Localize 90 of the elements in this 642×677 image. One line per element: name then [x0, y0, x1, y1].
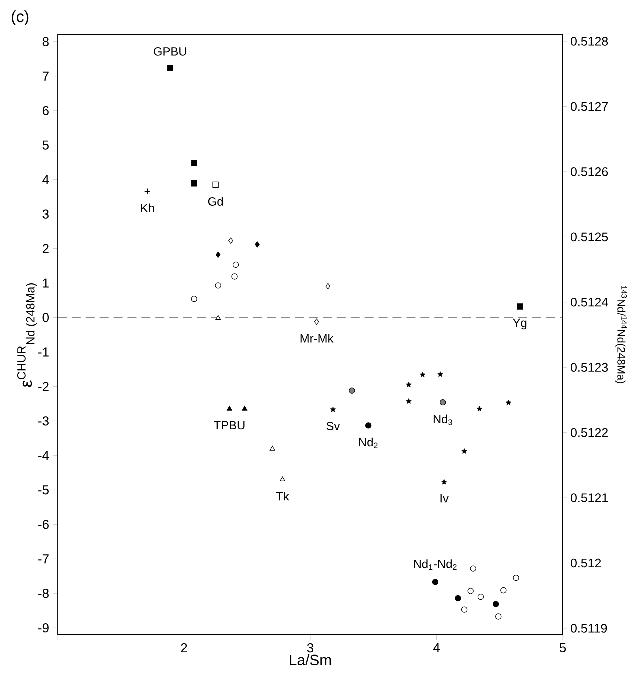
- y-tick-label: -3: [38, 416, 49, 426]
- point: [255, 242, 260, 248]
- point: [516, 304, 524, 310]
- y-tick-label: -6: [38, 520, 49, 530]
- series-label: Kh: [141, 204, 154, 212]
- point: [406, 398, 412, 404]
- y-tick-label: 6: [42, 106, 49, 116]
- point: [440, 399, 446, 406]
- point: [349, 388, 356, 394]
- y2-tick-label: 0.5122: [571, 428, 608, 438]
- point: [191, 180, 198, 187]
- y2-tick-label: 0.5126: [571, 168, 608, 176]
- point: [326, 283, 331, 290]
- x-axis-title: La/Sm: [290, 654, 332, 666]
- y-tick-label: 8: [42, 37, 49, 46]
- point: [500, 587, 507, 594]
- point: [493, 601, 500, 608]
- y-tick-label: -9: [38, 624, 49, 633]
- y-tick-label: -1: [38, 348, 49, 357]
- x-tick-label: 3: [307, 644, 314, 653]
- point: [191, 296, 198, 302]
- point: [228, 238, 234, 244]
- x-tick-label: 4: [433, 644, 440, 652]
- point: [441, 479, 448, 485]
- point: [216, 252, 221, 258]
- point: [470, 566, 476, 572]
- y-tick-label: 4: [42, 175, 50, 184]
- y2-tick-label: 0.5121: [571, 494, 608, 502]
- point: [191, 160, 198, 166]
- point: [232, 274, 238, 280]
- y-tick-label: -4: [38, 451, 50, 460]
- x-tick-label: 2: [181, 644, 188, 653]
- y-tick-label: 0: [42, 313, 49, 322]
- point: [216, 315, 222, 320]
- point: [432, 579, 439, 586]
- y-axis-title: ε$^{CHUR}$Nd (248Ma): [17, 284, 38, 388]
- series-label: Nd$_{3}$: [434, 414, 452, 426]
- series-label: Mr-Mk: [300, 334, 334, 343]
- series-label: Iv: [440, 494, 449, 503]
- point: [476, 406, 483, 412]
- y-tick-label: 2: [42, 244, 49, 254]
- point: [462, 448, 468, 454]
- y-tick-label: -8: [38, 589, 49, 598]
- point: [167, 65, 174, 72]
- series-label: Yg: [513, 318, 527, 330]
- point: [242, 406, 248, 411]
- y-tick-label: 1: [43, 278, 49, 288]
- series-label: GPBU: [154, 47, 186, 56]
- point: [365, 422, 372, 429]
- point: [280, 476, 286, 482]
- point: [330, 406, 336, 412]
- y2-tick-label: 0.5128: [571, 37, 608, 46]
- point: [314, 318, 320, 325]
- point: [461, 606, 468, 613]
- point: [144, 188, 151, 195]
- point: [406, 382, 412, 388]
- y2-axis-title: $^{143}$Nd/$^{144}$Nd(248Ma): [615, 286, 628, 384]
- y2-tick-label: 0.5125: [571, 232, 608, 242]
- y-tick-label: 7: [42, 72, 49, 81]
- point: [478, 594, 484, 600]
- y2-tick-label: 0.5123: [571, 363, 608, 372]
- point: [232, 262, 240, 268]
- point: [420, 372, 426, 378]
- point: [226, 406, 232, 411]
- series-label: Gd: [208, 197, 224, 206]
- series-label: Tk: [276, 492, 290, 501]
- chart-title: (c): [12, 10, 29, 26]
- point: [438, 372, 444, 378]
- point: [513, 575, 520, 582]
- point: [270, 446, 276, 451]
- y-tick-label: 3: [42, 210, 49, 219]
- y2-tick-label: 0.5124: [571, 298, 608, 307]
- point: [506, 400, 512, 406]
- point: [455, 595, 462, 602]
- point: [468, 588, 474, 594]
- y2-tick-label: 0.512: [571, 558, 602, 568]
- y-tick-label: -5: [38, 486, 49, 495]
- y-tick-label: -2: [38, 382, 49, 392]
- x-tick-label: 5: [560, 644, 566, 653]
- point: [496, 614, 502, 620]
- series-label: Nd$_{1}$-Nd$_{2}$: [414, 560, 457, 570]
- y-tick-label: -7: [38, 554, 49, 564]
- y2-tick-label: 0.5127: [571, 102, 608, 112]
- series-label: TPBU: [214, 421, 245, 430]
- y-tick-label: 5: [42, 140, 49, 150]
- point: [215, 282, 222, 289]
- y2-tick-label: 0.5119: [571, 624, 608, 633]
- point: [212, 182, 219, 188]
- series-label: Nd$_{2}$: [359, 438, 378, 448]
- series-label: Sv: [326, 422, 340, 430]
